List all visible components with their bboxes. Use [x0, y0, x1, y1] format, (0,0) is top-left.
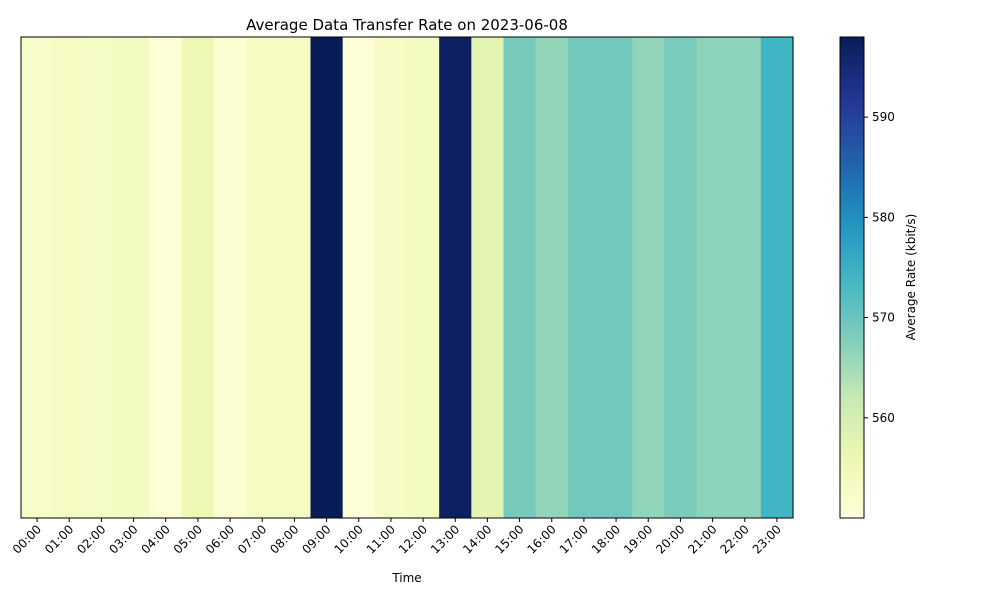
heatmap-cell — [407, 37, 440, 518]
colorbar-tick-label: 560 — [872, 411, 895, 425]
x-tick-label: 18:00 — [589, 522, 623, 556]
x-tick-label: 02:00 — [74, 522, 108, 556]
heatmap-cell — [85, 37, 119, 518]
heatmap-cell — [503, 37, 537, 518]
colorbar-label: Average Rate (kbit/s) — [904, 214, 918, 341]
x-tick-label: 10:00 — [332, 522, 366, 556]
x-tick-label: 11:00 — [364, 522, 398, 556]
heatmap-cells — [21, 37, 794, 518]
x-tick-label: 09:00 — [299, 522, 333, 556]
heatmap-cell — [246, 37, 279, 518]
x-tick-label: 15:00 — [492, 522, 526, 556]
heatmap-cell — [342, 37, 376, 518]
x-tick-label: 03:00 — [106, 522, 140, 556]
heatmap-cell — [471, 37, 505, 518]
heatmap-cell — [535, 37, 569, 518]
heatmap-cell — [21, 37, 54, 518]
heatmap-cell — [214, 37, 247, 518]
heatmap-cell — [374, 37, 408, 518]
x-tick-label: 22:00 — [718, 522, 752, 556]
heatmap-cell — [439, 37, 472, 518]
colorbar — [839, 36, 865, 519]
x-tick-label: 16:00 — [525, 522, 559, 556]
heatmap-cell — [632, 37, 665, 518]
heatmap-cell — [117, 37, 151, 518]
heatmap-cell — [664, 37, 698, 518]
heatmap-cell — [567, 37, 601, 518]
x-tick-label: 13:00 — [428, 522, 462, 556]
colorbar-tick-label: 580 — [872, 210, 895, 224]
heatmap-cell — [310, 37, 344, 518]
x-axis: 00:0001:0002:0003:0004:0005:0006:0007:00… — [10, 518, 784, 557]
x-tick-label: 23:00 — [750, 522, 784, 556]
x-tick-label: 01:00 — [42, 522, 76, 556]
heatmap-cell — [696, 37, 730, 518]
colorbar-tick-label: 570 — [872, 311, 895, 325]
x-tick-label: 04:00 — [139, 522, 173, 556]
plot-frame — [20, 36, 794, 519]
chart-title: Average Data Transfer Rate on 2023-06-08 — [246, 16, 568, 34]
colorbar-tick-label: 590 — [872, 110, 895, 124]
heatmap-cell — [600, 37, 633, 518]
heatmap-cell — [278, 37, 312, 518]
heatmap-cell — [149, 37, 183, 518]
x-tick-label: 17:00 — [557, 522, 591, 556]
heatmap-cell — [728, 37, 762, 518]
x-tick-label: 12:00 — [396, 522, 430, 556]
heatmap-cell — [760, 37, 794, 518]
x-tick-label: 00:00 — [10, 522, 44, 556]
heatmap-cell — [181, 37, 215, 518]
colorbar-axis: 560 570 580 590 — [864, 110, 895, 425]
x-tick-label: 21:00 — [685, 522, 719, 556]
x-tick-label: 14:00 — [460, 522, 494, 556]
x-tick-label: 06:00 — [203, 522, 237, 556]
x-tick-label: 08:00 — [267, 522, 301, 556]
x-tick-label: 05:00 — [171, 522, 205, 556]
x-axis-label: Time — [391, 571, 421, 585]
x-tick-label: 19:00 — [621, 522, 655, 556]
heatmap-cell — [53, 37, 86, 518]
x-tick-label: 20:00 — [653, 522, 687, 556]
x-tick-label: 07:00 — [235, 522, 269, 556]
